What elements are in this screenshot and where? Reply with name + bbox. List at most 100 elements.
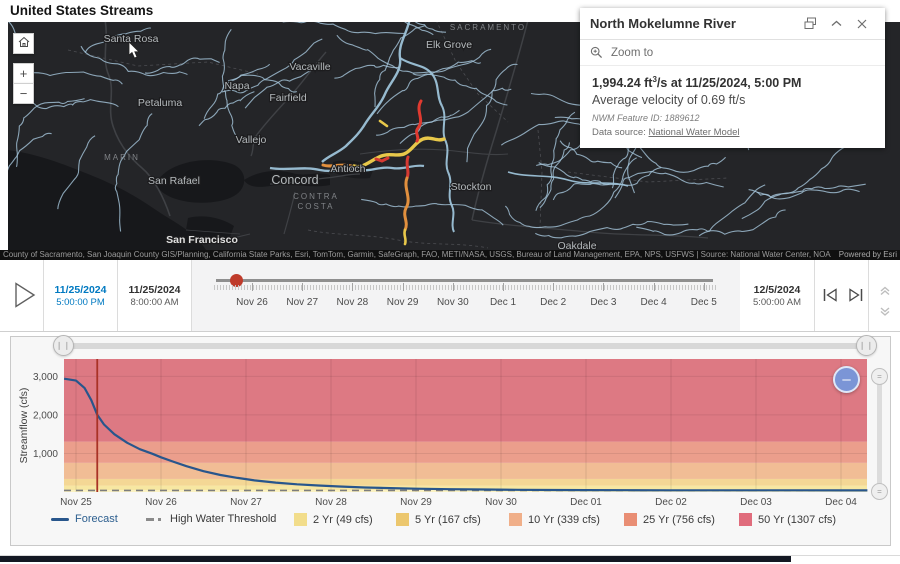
legend-label: 50 Yr (1307 cfs) [758, 513, 837, 526]
time-slider-major-tick [603, 283, 605, 291]
chart-x-range-track[interactable] [64, 343, 867, 349]
time-slider: 11/25/2024 5:00:00 PM 11/25/2024 8:00:00… [0, 260, 900, 332]
legend-item[interactable]: Forecast [51, 513, 118, 525]
time-slider-tick-label: Nov 29 [386, 297, 419, 308]
step-forward-button[interactable] [844, 284, 868, 308]
page-title: United States Streams [10, 3, 154, 18]
legend-label: 2 Yr (49 cfs) [313, 513, 373, 526]
map-county-label: COSTA [298, 202, 335, 211]
time-slider-tick-label: Dec 2 [540, 297, 567, 308]
x-axis-tick-label: Nov 30 [485, 497, 517, 508]
map-county-label: MARIN [104, 153, 140, 162]
popup-content: 1,994.24 ft3/s at 11/25/2024, 5:00 PM Av… [580, 66, 885, 148]
legend-item[interactable]: 25 Yr (756 cfs) [624, 513, 715, 526]
legend-swatch [51, 517, 69, 521]
time-slider-major-tick [452, 283, 454, 291]
map-city-label: Fairfield [269, 92, 307, 104]
chart-x-range-handle-left[interactable]: ❘❘ [53, 335, 74, 356]
map-city-label: Petaluma [138, 97, 183, 109]
time-slider-tick-label: Nov 27 [286, 297, 319, 308]
expand-panel-button[interactable] [872, 282, 898, 300]
x-axis-tick-label: Nov 27 [230, 497, 262, 508]
time-slider-tick-label: Dec 3 [590, 297, 617, 308]
legend-item[interactable]: 5 Yr (167 cfs) [396, 513, 481, 526]
step-buttons [814, 260, 869, 331]
play-section [0, 260, 44, 331]
time-slider-track[interactable] [216, 279, 713, 282]
powered-by-esri: Powered by Esri [830, 250, 897, 260]
map-city-label: Antioch [330, 163, 365, 175]
chart-y-range-track[interactable] [877, 371, 882, 496]
stream-anomaly-segment[interactable] [321, 163, 353, 168]
stream-anomaly-segment[interactable] [378, 119, 389, 128]
legend-item[interactable]: High Water Threshold [146, 513, 276, 525]
chart-y-range-handle-top[interactable]: = [871, 368, 888, 385]
x-axis-tick-label: Nov 26 [145, 497, 177, 508]
legend-label: 5 Yr (167 cfs) [415, 513, 481, 526]
time-slider-tick-label: Nov 28 [336, 297, 369, 308]
stream-anomaly-segment[interactable] [352, 136, 446, 169]
current-time: 5:00:00 PM [56, 296, 105, 308]
y-axis-title: Streamflow (cfs) [18, 388, 30, 464]
x-axis-tick-label: Dec 03 [740, 497, 772, 508]
legend-label: Forecast [75, 513, 118, 525]
time-slider-major-tick [503, 283, 504, 291]
zoom-in-button[interactable]: + [13, 63, 34, 84]
stream-anomaly-segment[interactable] [415, 99, 423, 143]
forecast-line[interactable] [63, 377, 868, 492]
collapse-popup-icon[interactable] [823, 14, 849, 34]
chart-legend: Forecast High Water Threshold 2 Yr (49 cfs… [11, 513, 890, 539]
streamflow-chart[interactable]: 1,000 2,000 3,000 Nov 25 Nov 26 Nov 27 Nov 28 N… [11, 337, 890, 511]
chart-zoom-out-button[interactable]: – [833, 366, 860, 393]
time-slider-tick-label: Nov 30 [436, 297, 469, 308]
home-icon [18, 36, 29, 47]
time-slider-thumb[interactable] [230, 274, 243, 287]
legend-label: 10 Yr (339 cfs) [528, 513, 600, 526]
map-city-label: Vacaville [289, 61, 330, 73]
x-axis-tick-label: Nov 28 [315, 497, 347, 508]
legend-swatch [396, 513, 409, 526]
home-button[interactable] [13, 33, 34, 54]
chart-y-range-handle-bottom[interactable]: = [871, 483, 888, 500]
divider [0, 555, 900, 556]
time-slider-major-tick [553, 283, 555, 291]
y-axis-tick-label: 1,000 [33, 449, 58, 460]
stream-anomaly-segment[interactable] [374, 156, 390, 163]
zoom-out-button[interactable]: − [13, 83, 34, 104]
time-slider-major-tick [402, 283, 404, 291]
map-attribution: County of Sacramento, San Joaquin County… [0, 250, 900, 260]
dock-icon[interactable] [797, 14, 823, 34]
data-source: Data source: National Water Model [592, 127, 740, 139]
feature-id: NWM Feature ID: 1889612 [592, 113, 700, 124]
x-axis-tick-label: Nov 25 [60, 497, 92, 508]
close-popup-icon[interactable] [849, 14, 875, 34]
legend-label: High Water Threshold [170, 513, 277, 525]
collapse-panel-button[interactable] [872, 304, 898, 322]
legend-swatch [739, 513, 752, 526]
map-county-label: CONTRA [293, 192, 339, 201]
map-city-label: Elk Grove [426, 39, 472, 51]
popup-title: North Mokelumne River [590, 16, 736, 31]
time-slider-ruler [214, 285, 716, 290]
stream-anomaly-segment[interactable] [403, 228, 407, 246]
current-time-display[interactable]: 11/25/2024 5:00:00 PM [44, 260, 118, 331]
legend-item[interactable]: 2 Yr (49 cfs) [294, 513, 373, 526]
play-button[interactable] [10, 282, 40, 310]
legend-swatch [509, 513, 522, 526]
zoom-to-button[interactable]: Zoom to [580, 40, 885, 66]
y-axis-tick-label: 2,000 [33, 410, 58, 421]
legend-item[interactable]: 50 Yr (1307 cfs) [739, 513, 836, 526]
stream-anomaly-segment[interactable] [405, 155, 410, 180]
stream-anomaly-segment[interactable] [403, 176, 410, 232]
feature-popup: North Mokelumne River Zoom to 1,994.24 f… [580, 8, 885, 149]
time-slider-major-tick [653, 283, 655, 291]
time-slider-major-tick [703, 283, 705, 291]
step-back-button[interactable] [818, 284, 842, 308]
data-source-link[interactable]: National Water Model [648, 127, 740, 139]
map-city-label: Santa Rosa [104, 33, 159, 45]
legend-item[interactable]: 10 Yr (339 cfs) [509, 513, 600, 526]
x-axis-tick-label: Dec 04 [825, 497, 857, 508]
chart-x-range-handle-right[interactable]: ❘❘ [856, 335, 877, 356]
popup-header: North Mokelumne River [580, 8, 885, 40]
